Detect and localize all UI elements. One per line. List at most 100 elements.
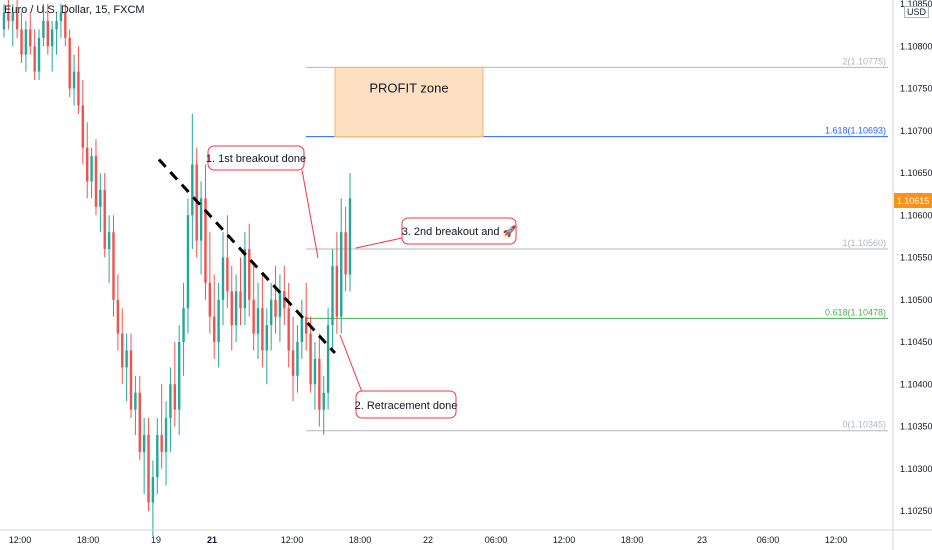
drawings[interactable]: PROFIT zone 1. 1st breakout done 2. Retr… (157, 66, 517, 419)
fibonacci-extension[interactable]: 2(1.10775) 1.618(1.10693) 1(1.10560) 0.618(… (306, 56, 888, 432)
candle-body (29, 29, 32, 47)
candle-body (42, 20, 45, 38)
fib-level-label: 1.618(1.10693) (825, 126, 886, 136)
candle-body (226, 257, 229, 292)
candle-body (134, 392, 137, 410)
candle-body (99, 189, 102, 207)
candle-body (72, 71, 76, 89)
time-axis-labels[interactable]: 12:00 18:00 19 21 12:00 18:00 22 06:00 12:00 18:0… (9, 535, 848, 545)
time-tick-label: 18:00 (349, 535, 372, 545)
candle-body (142, 434, 146, 452)
candle-body (340, 232, 343, 317)
price-tick-label: 1.10800 (900, 41, 932, 51)
candle-body (208, 282, 212, 317)
annotation-2-box[interactable] (355, 390, 457, 419)
candle-body (24, 29, 28, 55)
candle-body (50, 29, 54, 47)
candle-body (55, 20, 58, 30)
candle-body (191, 164, 194, 216)
fib-level-label: 2(1.10775) (842, 56, 886, 66)
price-tick-label: 1.10650 (900, 168, 932, 178)
candle-body (147, 434, 150, 503)
candle-body (300, 316, 304, 342)
time-tick-label: 12:00 (9, 535, 32, 545)
fib-level-label: 0(1.10345) (842, 420, 886, 430)
price-tick-label: 1.10850 (900, 0, 932, 9)
candle-body (204, 198, 207, 283)
time-tick-label: 12:00 (553, 535, 576, 545)
time-tick-label: 23 (697, 535, 707, 545)
price-tick-label: 1.10300 (900, 464, 932, 474)
candle-body (199, 198, 203, 241)
candle-body (164, 418, 168, 452)
annotation-3-box[interactable] (401, 217, 517, 245)
fib-level-label: 0.618(1.10478) (825, 307, 886, 317)
time-tick-label: 12:00 (825, 535, 848, 545)
time-tick-label: 06:00 (485, 535, 508, 545)
annotation-2-pointer (339, 334, 363, 393)
currency-badge[interactable]: USD (904, 6, 930, 18)
last-price-marker (894, 193, 932, 208)
candle-body (103, 189, 106, 250)
price-tick-label: 1.10250 (900, 506, 932, 516)
candle-body (64, 12, 67, 38)
candle-body (90, 156, 93, 182)
candle-body (213, 316, 216, 342)
candle-body (217, 299, 220, 342)
annotation-3-text: 3. 2nd breakout and 🚀 (402, 225, 517, 238)
time-tick-label: 06:00 (757, 535, 780, 545)
annotation-3-pointer (355, 237, 403, 249)
price-tick-label: 1.10450 (900, 337, 932, 347)
candle-body (138, 392, 141, 452)
candle-body (11, 12, 14, 21)
symbol-title[interactable]: Euro / U.S. Dollar, 15, FXCM (4, 4, 145, 16)
candle-body (151, 477, 155, 503)
annotation-1-box[interactable] (207, 145, 305, 171)
candle-body (186, 215, 190, 309)
price-tick-label: 1.10400 (900, 379, 932, 389)
candle-body (94, 156, 98, 207)
candle-body (33, 46, 36, 72)
candle-body (230, 291, 233, 326)
candle-body (283, 291, 286, 309)
candle-body (318, 358, 321, 410)
price-tick-label: 1.10600 (900, 210, 932, 220)
candle-body (252, 299, 255, 334)
time-tick-label: 19 (151, 535, 161, 545)
candle-body (296, 342, 299, 376)
candle-body (243, 249, 247, 309)
candle-body (112, 232, 115, 300)
trendline[interactable] (157, 158, 336, 354)
price-tick-label: 1.10550 (900, 253, 932, 263)
candle-body (261, 308, 264, 351)
candle-body (173, 384, 177, 410)
profit-zone-box[interactable] (334, 66, 484, 138)
annotation-1-text: 1. 1st breakout done (206, 153, 306, 165)
candle-body (156, 434, 159, 478)
candle-body (121, 333, 124, 368)
candle-body (348, 198, 352, 275)
candle-body (234, 291, 238, 326)
candle-body (274, 299, 277, 317)
time-tick-label: 18:00 (77, 535, 100, 545)
candle-body (309, 333, 312, 385)
last-price-label: 1.10615 (897, 196, 930, 206)
candle-body (37, 37, 41, 72)
annotation-2-text: 2. Retracement done (355, 400, 458, 412)
candle-body (248, 249, 251, 300)
price-tick-label: 1.10750 (900, 84, 932, 94)
candle-body (287, 308, 290, 351)
price-tick-label: 1.10500 (900, 295, 932, 305)
candle-body (221, 257, 225, 300)
price-tick-label: 1.10350 (900, 422, 932, 432)
candlestick-series (2, 0, 352, 537)
time-tick-label: 22 (423, 535, 433, 545)
candle-body (265, 325, 268, 351)
candle-body (107, 232, 111, 250)
candle-body (335, 265, 339, 317)
price-axis-labels[interactable]: 1.10850 1.10800 1.10750 1.10700 1.10650 1.106… (900, 0, 932, 516)
candle-body (291, 350, 295, 376)
candle-body (15, 12, 19, 30)
